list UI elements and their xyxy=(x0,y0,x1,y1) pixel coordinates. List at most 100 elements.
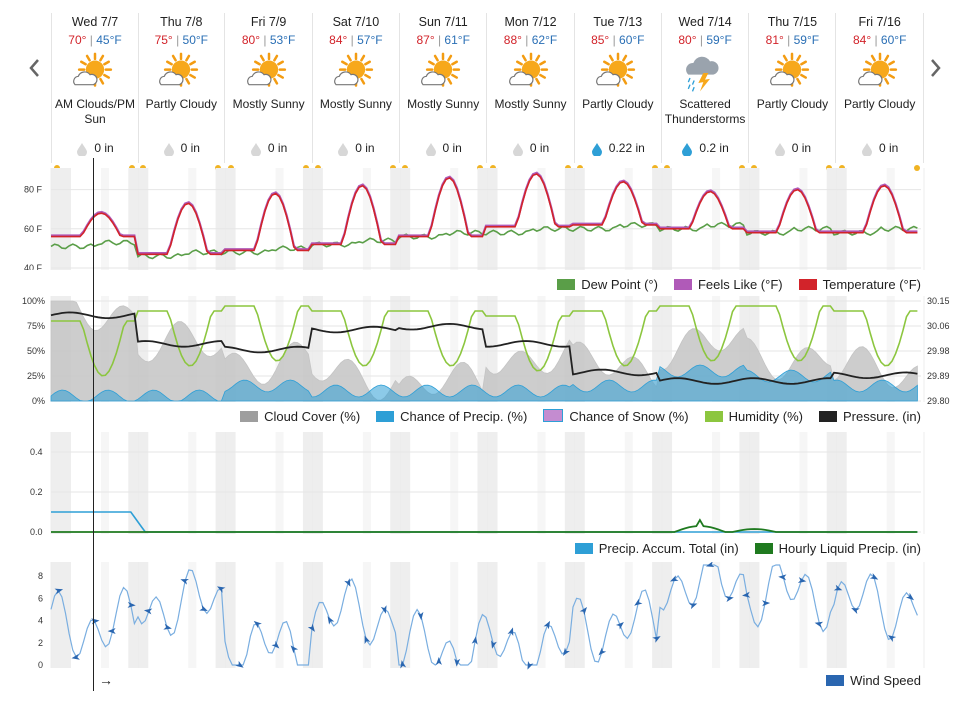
legend-label: Hourly Liquid Precip. (in) xyxy=(778,541,921,556)
dry-drop-icon xyxy=(163,142,174,156)
legend-swatch xyxy=(673,279,692,290)
legend-item[interactable]: Dew Point (°) xyxy=(557,277,658,292)
day-shade xyxy=(624,562,633,668)
precip-amount: 0.2 in xyxy=(662,141,748,156)
day-shade xyxy=(188,432,197,534)
precip-amount: 0 in xyxy=(52,141,138,156)
day-shade xyxy=(362,432,371,534)
wind-direction-arrow xyxy=(344,578,351,587)
day-column[interactable]: Wed 7/7 70° | 45°F AM Clouds/PM Sun 0 in xyxy=(51,13,139,171)
y-tick-label-right: 29.98 xyxy=(927,346,950,356)
day-temps: 88° | 62°F xyxy=(488,33,574,49)
day-shade xyxy=(101,432,109,534)
day-condition: Mostly Sunny xyxy=(313,97,399,129)
legend-item[interactable]: Chance of Precip. (%) xyxy=(376,409,527,424)
day-column[interactable]: Thu 7/8 75° | 50°F Partly Cloudy 0 in xyxy=(138,13,226,171)
sun-cloud-icon xyxy=(508,52,548,87)
y-tick-label: 40 F xyxy=(24,263,43,270)
legend-item[interactable]: Chance of Snow (%) xyxy=(543,409,689,424)
day-column[interactable]: Sun 7/11 87° | 61°F Mostly Sunny 0 in xyxy=(400,13,488,171)
day-shade xyxy=(712,168,721,270)
day-temps: 87° | 61°F xyxy=(400,33,486,49)
day-shade xyxy=(886,432,895,534)
day-shade xyxy=(537,296,546,402)
day-column[interactable]: Sat 7/10 84° | 57°F Mostly Sunny 0 in xyxy=(313,13,400,171)
legend-label: Cloud Cover (%) xyxy=(264,409,361,424)
y-tick-label-left: 100% xyxy=(22,296,45,306)
wind-direction-arrow xyxy=(527,661,534,670)
condition-line-1: Mostly Sunny xyxy=(319,97,392,111)
precip-amount: 0.22 in xyxy=(575,141,661,156)
legend-label: Feels Like (°F) xyxy=(697,277,783,292)
day-condition: AM Clouds/PM Sun xyxy=(52,97,138,129)
wind-direction-arrow xyxy=(143,608,153,615)
sun-markers xyxy=(138,158,224,171)
high-temp: 88° xyxy=(503,33,522,47)
cloud-humidity-chart: 100% 30.15 75% 30.06 50% 29.98 25% 29.89 0% 29.80 xyxy=(22,296,950,406)
pressure-line xyxy=(50,311,918,385)
temp-separator: | xyxy=(434,33,445,47)
legend-item[interactable]: Humidity (%) xyxy=(704,409,803,424)
wind-direction-arrow xyxy=(491,640,497,649)
day-shade xyxy=(275,168,284,270)
temp-separator: | xyxy=(521,33,532,47)
legend-swatch xyxy=(826,675,845,686)
y-tick-label-left: 25% xyxy=(27,371,45,381)
wind-direction-arrow xyxy=(417,611,424,621)
day-column[interactable]: Tue 7/13 85° | 60°F Partly Cloudy 0.22 in xyxy=(575,13,662,171)
day-temps: 84° | 60°F xyxy=(837,33,923,49)
day-column[interactable]: Fri 7/9 80° | 53°F Mostly Sunny 0 in xyxy=(226,13,313,171)
night-band xyxy=(51,432,71,534)
dry-drop-icon xyxy=(338,142,349,156)
day-column[interactable]: Wed 7/14 80° | 59°F Scattered Thunderstorms… xyxy=(662,13,750,171)
legend-item[interactable]: Precip. Accum. Total (in) xyxy=(574,541,739,556)
time-cursor-line[interactable] xyxy=(93,158,94,691)
day-temps: 70° | 45°F xyxy=(52,33,138,49)
rain-drop-icon xyxy=(591,142,602,156)
day-column[interactable]: Thu 7/15 81° | 59°F Partly Cloudy 0 in xyxy=(749,13,837,171)
day-temps: 80° | 53°F xyxy=(226,33,312,49)
day-shade xyxy=(362,562,371,668)
legend-item[interactable]: Cloud Cover (%) xyxy=(240,409,360,424)
temp-separator: | xyxy=(871,33,881,47)
day-shade xyxy=(450,296,459,402)
day-shade xyxy=(799,432,808,534)
legend-item[interactable]: Feels Like (°F) xyxy=(673,277,783,292)
legend-item[interactable]: Temperature (°F) xyxy=(798,277,921,292)
day-temps: 80° | 59°F xyxy=(662,33,748,49)
precip-value: 0 in xyxy=(529,141,550,155)
legend-item[interactable]: Hourly Liquid Precip. (in) xyxy=(754,541,921,556)
low-temp: 61°F xyxy=(444,33,470,47)
sun-cloud-icon xyxy=(770,52,810,87)
wind-direction-arrow xyxy=(471,636,478,645)
wind-direction-arrow xyxy=(290,645,299,654)
day-condition: Partly Cloudy xyxy=(575,97,661,129)
day-column[interactable]: Mon 7/12 88° | 62°F Mostly Sunny 0 in xyxy=(488,13,575,171)
night-band xyxy=(51,168,71,270)
wind-direction-arrow xyxy=(725,596,734,602)
dry-drop-icon xyxy=(250,142,261,156)
day-column[interactable]: Fri 7/16 84° | 60°F Partly Cloudy 0 in xyxy=(837,13,924,171)
cloud-humidity-legend: Cloud Cover (%) Chance of Precip. (%) Chan… xyxy=(224,409,921,424)
wind-direction-arrow xyxy=(598,647,607,656)
day-shade xyxy=(101,168,109,270)
legend-label: Temperature (°F) xyxy=(822,277,921,292)
wind-direction-arrow xyxy=(235,660,244,668)
dry-drop-icon xyxy=(77,142,88,156)
wind-direction-arrow xyxy=(163,623,172,630)
legend-item[interactable]: Wind Speed xyxy=(826,673,921,688)
y-tick-label-right: 30.06 xyxy=(927,321,950,331)
precip-value: 0 in xyxy=(355,141,375,155)
y-tick-label-right: 29.89 xyxy=(927,371,950,381)
legend-label: Wind Speed xyxy=(850,673,921,688)
y-tick-label-left: 75% xyxy=(27,321,45,331)
wind-direction-arrow xyxy=(762,600,771,607)
dry-drop-icon xyxy=(512,142,523,156)
precip-value: 0 in xyxy=(791,141,812,155)
low-temp: 50°F xyxy=(182,33,209,47)
previous-arrow-icon[interactable] xyxy=(26,56,44,80)
legend-item[interactable]: Pressure. (in) xyxy=(818,409,921,424)
high-temp: 70° xyxy=(68,33,87,47)
condition-line-1: Partly Cloudy xyxy=(145,97,217,111)
next-arrow-icon[interactable] xyxy=(926,56,944,80)
